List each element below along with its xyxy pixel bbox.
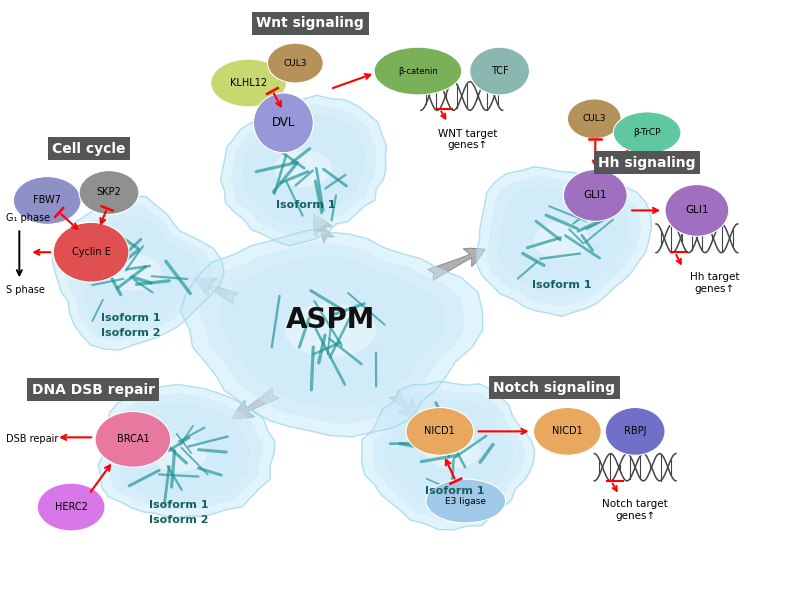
Text: GLI1: GLI1 (685, 205, 709, 216)
Ellipse shape (534, 407, 601, 455)
Ellipse shape (95, 412, 171, 467)
Ellipse shape (665, 184, 729, 236)
Polygon shape (53, 196, 224, 350)
Ellipse shape (211, 59, 286, 107)
Polygon shape (241, 114, 365, 226)
Text: TCF: TCF (490, 66, 509, 76)
Text: Isoform 2: Isoform 2 (101, 328, 160, 338)
Polygon shape (373, 389, 525, 521)
Polygon shape (221, 95, 387, 246)
Ellipse shape (534, 222, 590, 259)
Polygon shape (108, 393, 263, 510)
Text: Cyclin E: Cyclin E (72, 247, 111, 257)
Text: Cell cycle: Cell cycle (53, 142, 126, 156)
Text: G₁ phase: G₁ phase (6, 213, 50, 223)
Polygon shape (476, 167, 652, 316)
Text: Wnt signaling: Wnt signaling (256, 16, 364, 31)
Polygon shape (218, 255, 445, 410)
Text: Isoform 2: Isoform 2 (149, 515, 208, 525)
Text: Notch target
genes↑: Notch target genes↑ (602, 499, 668, 521)
Polygon shape (118, 402, 251, 501)
Ellipse shape (151, 437, 207, 471)
Text: Isoform 1: Isoform 1 (276, 201, 335, 210)
Text: RBPJ: RBPJ (624, 426, 646, 437)
Text: KLHL12: KLHL12 (230, 78, 267, 88)
Polygon shape (181, 230, 483, 437)
Text: NICD1: NICD1 (552, 426, 582, 437)
Ellipse shape (425, 434, 481, 468)
Text: Isoform 1: Isoform 1 (101, 313, 160, 323)
Text: HERC2: HERC2 (55, 502, 87, 512)
Ellipse shape (105, 253, 161, 291)
Text: Notch signaling: Notch signaling (494, 380, 615, 395)
Text: S phase: S phase (6, 285, 46, 295)
Text: CUL3: CUL3 (284, 59, 307, 68)
Polygon shape (498, 185, 629, 297)
Text: Isoform 1: Isoform 1 (425, 486, 484, 496)
Ellipse shape (426, 479, 505, 523)
Ellipse shape (37, 483, 105, 531)
Text: WNT target
genes↑: WNT target genes↑ (438, 129, 498, 150)
Ellipse shape (254, 93, 314, 153)
Ellipse shape (285, 303, 376, 357)
Text: Isoform 1: Isoform 1 (531, 280, 591, 290)
Polygon shape (62, 205, 213, 341)
Text: Hh target
genes↑: Hh target genes↑ (690, 272, 740, 294)
Ellipse shape (53, 222, 129, 282)
Ellipse shape (567, 99, 621, 139)
Text: β-catenin: β-catenin (398, 66, 438, 75)
Text: ASPM: ASPM (285, 306, 375, 334)
Polygon shape (487, 176, 641, 307)
Text: NICD1: NICD1 (424, 426, 455, 437)
Ellipse shape (470, 47, 530, 95)
Text: DNA DSB repair: DNA DSB repair (31, 383, 155, 397)
Polygon shape (98, 385, 275, 518)
Ellipse shape (564, 170, 627, 222)
Text: BRCA1: BRCA1 (116, 434, 149, 444)
Polygon shape (230, 104, 376, 237)
Text: Isoform 1: Isoform 1 (149, 500, 208, 510)
Ellipse shape (13, 177, 81, 225)
Polygon shape (72, 215, 201, 331)
Text: DVL: DVL (272, 116, 295, 129)
Ellipse shape (406, 407, 474, 455)
Text: GLI1: GLI1 (583, 190, 607, 201)
Ellipse shape (613, 112, 681, 154)
Text: SKP2: SKP2 (97, 187, 121, 198)
Ellipse shape (274, 150, 332, 187)
Ellipse shape (267, 43, 323, 83)
Text: DSB repair: DSB repair (6, 434, 59, 444)
Ellipse shape (605, 407, 665, 455)
Polygon shape (198, 242, 465, 424)
Ellipse shape (79, 171, 139, 214)
Text: FBW7: FBW7 (33, 195, 61, 205)
Text: CUL3: CUL3 (582, 114, 606, 123)
Text: β-TrCP: β-TrCP (634, 128, 661, 137)
Text: Hh signaling: Hh signaling (598, 156, 696, 170)
Polygon shape (362, 381, 534, 530)
Polygon shape (384, 399, 514, 510)
Text: E3 ligase: E3 ligase (445, 497, 487, 506)
Ellipse shape (374, 47, 461, 95)
